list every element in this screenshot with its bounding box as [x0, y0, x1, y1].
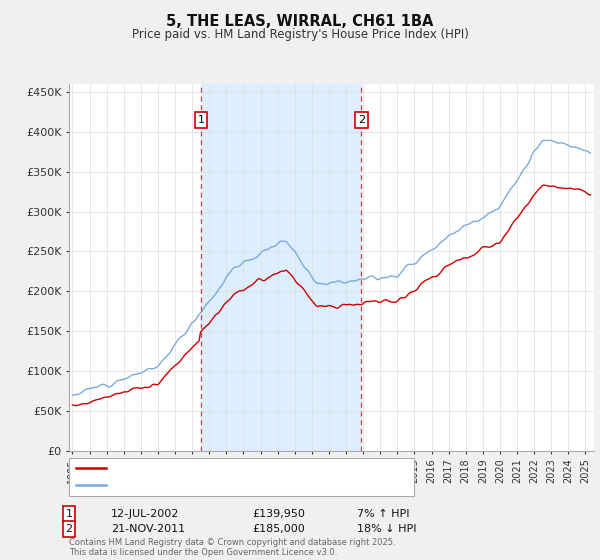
- Text: 1: 1: [65, 509, 73, 519]
- Text: 7% ↑ HPI: 7% ↑ HPI: [357, 509, 409, 519]
- Text: HPI: Average price, detached house, Wirral: HPI: Average price, detached house, Wirr…: [113, 480, 337, 490]
- Text: 2: 2: [65, 524, 73, 534]
- Text: Price paid vs. HM Land Registry's House Price Index (HPI): Price paid vs. HM Land Registry's House …: [131, 28, 469, 41]
- Text: £139,950: £139,950: [252, 509, 305, 519]
- Text: 18% ↓ HPI: 18% ↓ HPI: [357, 524, 416, 534]
- Text: £185,000: £185,000: [252, 524, 305, 534]
- Text: 12-JUL-2002: 12-JUL-2002: [111, 509, 179, 519]
- Text: Contains HM Land Registry data © Crown copyright and database right 2025.
This d: Contains HM Land Registry data © Crown c…: [69, 538, 395, 557]
- Text: 2: 2: [358, 115, 365, 125]
- Text: 5, THE LEAS, WIRRAL, CH61 1BA: 5, THE LEAS, WIRRAL, CH61 1BA: [166, 14, 434, 29]
- Text: 5, THE LEAS, WIRRAL, CH61 1BA (detached house): 5, THE LEAS, WIRRAL, CH61 1BA (detached …: [113, 463, 377, 473]
- Text: 21-NOV-2011: 21-NOV-2011: [111, 524, 185, 534]
- Text: 1: 1: [197, 115, 205, 125]
- Bar: [201, 84, 361, 451]
